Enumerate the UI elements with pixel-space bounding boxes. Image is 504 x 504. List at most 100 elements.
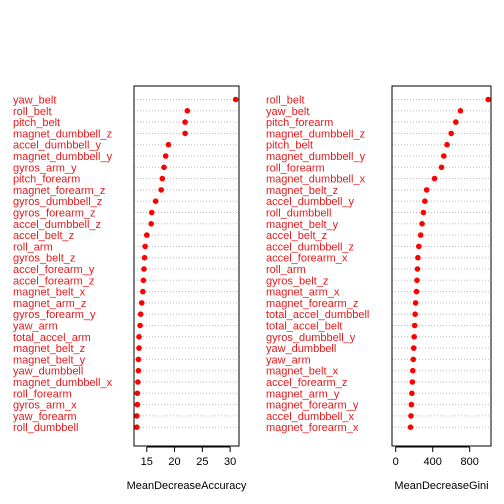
data-point: [161, 164, 167, 171]
data-point: [417, 232, 424, 238]
category-label: roll_dumbbell: [266, 208, 331, 220]
category-label: magnet_dumbbell_z: [266, 128, 365, 140]
category-label: yaw_dumbbell: [13, 366, 83, 378]
data-point: [140, 277, 147, 284]
data-point: [135, 367, 142, 374]
data-point: [438, 164, 445, 171]
category-label: accel_forearm_x: [266, 253, 348, 265]
data-point: [138, 300, 145, 306]
data-point: [431, 175, 438, 182]
panel-mean-decrease-gini: roll_beltyaw_beltpitch_forearmmagnet_dum…: [266, 85, 492, 492]
category-label: gyros_forearm_z: [13, 208, 96, 220]
panel-mean-decrease-accuracy: yaw_beltroll_beltpitch_beltmagnet_dumbbe…: [13, 85, 247, 492]
data-point: [141, 254, 148, 261]
category-label: gyros_forearm_y: [13, 309, 96, 321]
data-point: [148, 221, 155, 227]
data-point: [137, 322, 143, 329]
data-point: [182, 119, 188, 125]
x-tick-label: 20: [168, 456, 180, 468]
x-axis-title: MeanDecreaseAccuracy: [127, 480, 247, 492]
category-label: total_accel_dumbbell: [266, 309, 369, 321]
data-point: [410, 367, 416, 374]
data-point: [422, 198, 428, 204]
category-label: accel_dumbbell_z: [266, 241, 354, 253]
category-label: accel_dumbbell_y: [266, 196, 355, 208]
category-label: pitch_belt: [266, 140, 313, 152]
category-label: accel_belt_z: [266, 230, 327, 242]
data-point: [416, 243, 422, 250]
data-point: [134, 401, 141, 408]
data-point: [140, 288, 146, 295]
plot-frame: [133, 85, 240, 447]
category-label: pitch_forearm: [266, 117, 333, 129]
data-point: [184, 108, 191, 114]
category-label: magnet_dumbbell_x: [266, 174, 366, 186]
data-point: [162, 153, 169, 159]
category-label: magnet_belt_x: [13, 287, 86, 299]
category-label: magnet_dumbbell_x: [13, 377, 113, 389]
plot-frame: [391, 85, 492, 447]
x-tick-label: 0: [393, 456, 399, 468]
data-point: [152, 198, 159, 204]
category-label: accel_belt_z: [13, 230, 74, 242]
data-point: [414, 277, 420, 284]
category-label: accel_dumbbell_y: [13, 140, 102, 152]
category-label: magnet_arm_z: [13, 298, 86, 310]
category-label: accel_forearm_y: [13, 264, 95, 276]
category-label: yaw_belt: [266, 106, 309, 118]
data-point: [141, 266, 147, 272]
data-point: [133, 424, 140, 431]
category-label: yaw_dumbbell: [266, 343, 336, 355]
category-label: roll_arm: [13, 241, 53, 253]
category-label: gyros_belt_z: [266, 275, 328, 287]
data-point: [159, 175, 166, 182]
category-label: accel_forearm_z: [13, 275, 94, 287]
x-axis-title: MeanDecreaseGini: [394, 480, 488, 492]
category-label: magnet_belt_x: [266, 366, 339, 378]
data-point: [232, 96, 239, 103]
x-tick-label: 800: [461, 456, 479, 468]
category-label: pitch_forearm: [13, 174, 80, 186]
data-point: [410, 356, 417, 363]
data-point: [453, 119, 459, 125]
category-label: gyros_arm_y: [13, 162, 77, 174]
category-label: roll_forearm: [13, 388, 72, 400]
category-label: roll_forearm: [266, 162, 325, 174]
data-point: [136, 334, 142, 340]
category-label: magnet_forearm_x: [266, 422, 359, 434]
x-tick-label: 30: [224, 456, 236, 468]
data-point: [419, 221, 425, 227]
data-point: [414, 266, 421, 272]
data-point: [411, 334, 418, 340]
data-point: [448, 130, 455, 137]
data-point: [407, 424, 414, 431]
data-point: [441, 153, 447, 159]
x-tick-label: 400: [424, 456, 442, 468]
data-point: [420, 209, 427, 216]
category-label: yaw_forearm: [13, 411, 77, 423]
data-point: [410, 345, 417, 351]
data-point: [411, 322, 418, 329]
x-tick-label: 15: [141, 456, 153, 468]
data-point: [408, 401, 415, 408]
category-label: magnet_belt_y: [266, 219, 339, 231]
category-label: total_accel_belt: [266, 321, 342, 333]
data-point: [137, 311, 144, 318]
category-label: accel_dumbbell_x: [266, 411, 355, 423]
data-point: [409, 379, 416, 385]
data-point: [413, 288, 420, 295]
data-point: [135, 356, 142, 363]
category-label: yaw_arm: [266, 354, 311, 366]
data-point: [165, 141, 172, 148]
data-point: [409, 390, 415, 397]
data-point: [158, 187, 165, 193]
category-label: accel_forearm_z: [266, 377, 347, 389]
data-point: [136, 345, 142, 351]
category-label: gyros_belt_z: [13, 253, 75, 265]
data-point: [444, 141, 450, 148]
category-label: gyros_dumbbell_z: [13, 196, 102, 208]
category-label: pitch_belt: [13, 117, 60, 129]
category-label: gyros_arm_x: [13, 400, 77, 412]
category-label: gyros_dumbbell_y: [266, 332, 356, 344]
